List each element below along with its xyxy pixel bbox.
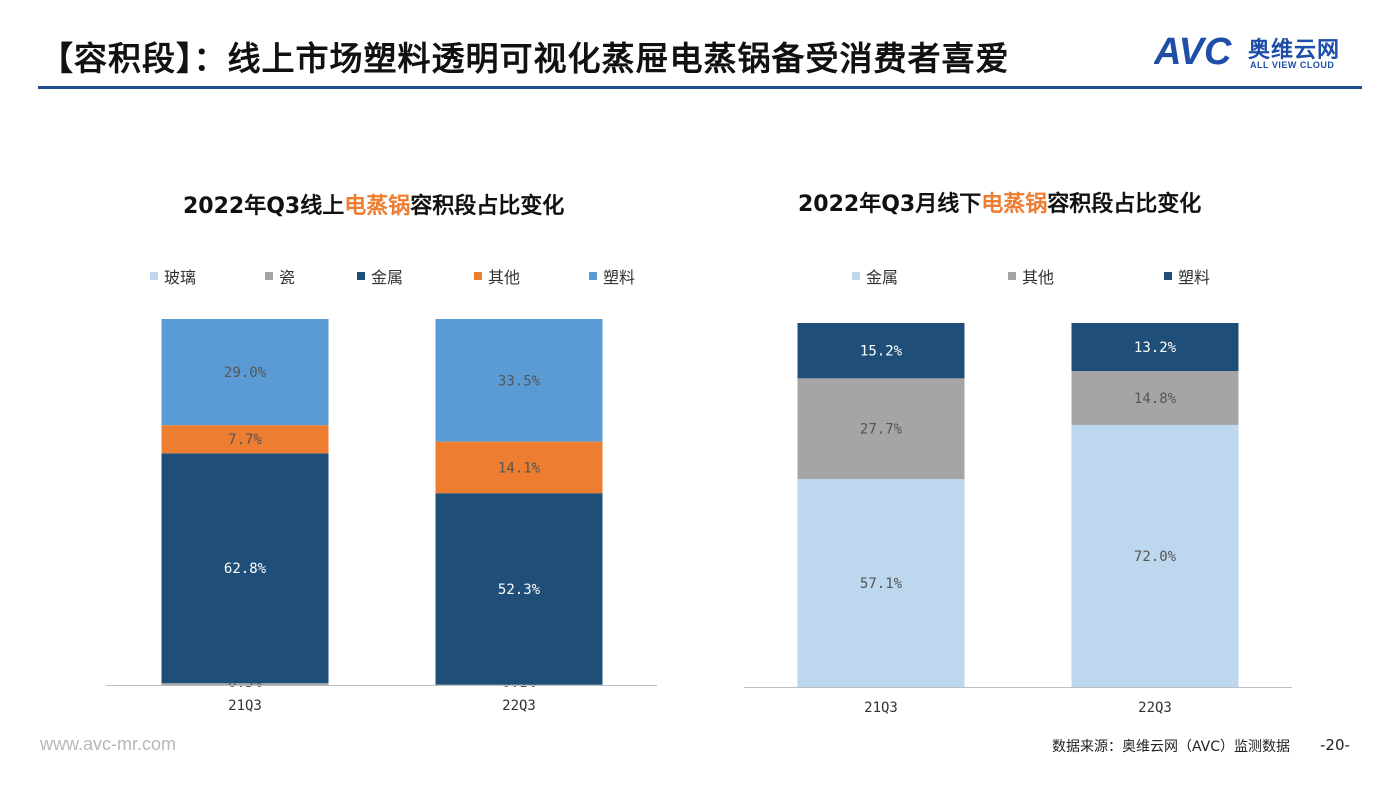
- chart-title-online-suffix: 容积段占比变化: [410, 194, 565, 219]
- legend-label: 玻璃: [164, 268, 197, 287]
- bar-segment: [161, 425, 329, 454]
- legend-label: 塑料: [603, 268, 636, 287]
- legend-swatch: [474, 272, 482, 280]
- legend-label: 塑料: [1178, 268, 1211, 287]
- logo-text-en: ALL VIEW CLOUD: [1250, 60, 1335, 70]
- bar-segment: [1071, 424, 1239, 687]
- x-tick-label: 21Q3: [228, 698, 262, 714]
- legend-label: 金属: [866, 268, 899, 287]
- legend-item: 其他: [474, 264, 520, 288]
- data-label: 13.2%: [1134, 340, 1177, 356]
- legend-label: 其他: [488, 268, 521, 287]
- legend-item: 玻璃: [150, 264, 196, 288]
- bar-segment: [797, 323, 965, 379]
- bar-segment: [435, 493, 603, 685]
- data-label: 57.1%: [860, 576, 903, 592]
- legend-swatch: [265, 272, 273, 280]
- legend-item: 其他: [1008, 264, 1054, 288]
- legend-label: 瓷: [279, 268, 296, 287]
- data-label: 29.0%: [224, 365, 267, 381]
- legend-swatch: [589, 272, 597, 280]
- data-label: 62.8%: [224, 561, 267, 577]
- data-label: 15.2%: [860, 344, 903, 360]
- chart-title-offline-prefix: 2022年Q3月线下: [798, 192, 982, 217]
- legend-swatch: [357, 272, 365, 280]
- legend-swatch: [852, 272, 860, 280]
- x-tick-label: 22Q3: [502, 698, 536, 714]
- bar-segment: [161, 319, 329, 426]
- chart-online: 0.5%62.8%7.7%29.0%21Q30.1%52.3%14.1%33.5…: [106, 319, 657, 714]
- avc-logo: AVC 奥维云网 ALL VIEW CLOUD: [1154, 30, 1364, 76]
- data-label: 27.7%: [860, 422, 903, 438]
- data-label: 33.5%: [498, 373, 541, 389]
- legend-swatch: [1008, 272, 1016, 280]
- chart-offline: 57.1% 27.7% 15.2% 21Q3 72.0% 14.8% 13.2% 22Q3: [744, 323, 1292, 716]
- avc-logo-mark: AVC: [1154, 31, 1232, 70]
- data-label: 7.7%: [228, 432, 262, 448]
- footer-url[interactable]: www.avc-mr.com: [40, 734, 177, 754]
- chart-title-offline: 2022年Q3月线下电蒸锅容积段占比变化: [798, 186, 1201, 218]
- x-tick-label: 21Q3: [864, 700, 898, 716]
- bar-segment: [1071, 323, 1239, 372]
- chart-title-online: 2022年Q3线上电蒸锅容积段占比变化: [183, 188, 564, 220]
- avc-logo-wordmark: AVC: [1154, 31, 1232, 70]
- chart-title-offline-suffix: 容积段占比变化: [1047, 192, 1202, 217]
- legend-label: 金属: [371, 268, 404, 287]
- bar-segment: [435, 441, 603, 494]
- x-tick-label: 22Q3: [1138, 700, 1172, 716]
- title-divider: [38, 86, 1362, 89]
- bar-segment: [161, 453, 329, 684]
- bar-segment: [161, 683, 329, 685]
- chart-title-offline-highlight: 电蒸锅: [981, 192, 1048, 217]
- bar-segment: [435, 319, 603, 442]
- page-number: -20-: [1320, 736, 1350, 754]
- data-label: 14.8%: [1134, 391, 1177, 407]
- footer-source: 数据来源：奥维云网（AVC）监测数据: [1052, 739, 1291, 755]
- data-label: 72.0%: [1134, 549, 1177, 565]
- bar-segment: [797, 378, 965, 480]
- data-label: 52.3%: [498, 582, 541, 598]
- page-title: 【容积段】：线上市场塑料透明可视化蒸屉电蒸锅备受消费者喜爱: [40, 39, 1010, 78]
- legend-label: 其他: [1022, 268, 1055, 287]
- legend-swatch: [1164, 272, 1172, 280]
- legend-item: 塑料: [589, 264, 635, 288]
- legend-item: 金属: [852, 264, 898, 288]
- legend-swatch: [150, 272, 158, 280]
- logo-text-cn: 奥维云网: [1248, 38, 1341, 63]
- chart-title-online-prefix: 2022年Q3线上: [183, 194, 345, 219]
- bar-segment: [797, 479, 965, 687]
- chart-title-online-highlight: 电蒸锅: [344, 194, 411, 219]
- legend-item: 塑料: [1164, 264, 1210, 288]
- legend-item: 瓷: [265, 264, 295, 288]
- data-label: 14.1%: [498, 460, 541, 476]
- legend-item: 金属: [357, 264, 403, 288]
- bar-segment: [1071, 371, 1239, 425]
